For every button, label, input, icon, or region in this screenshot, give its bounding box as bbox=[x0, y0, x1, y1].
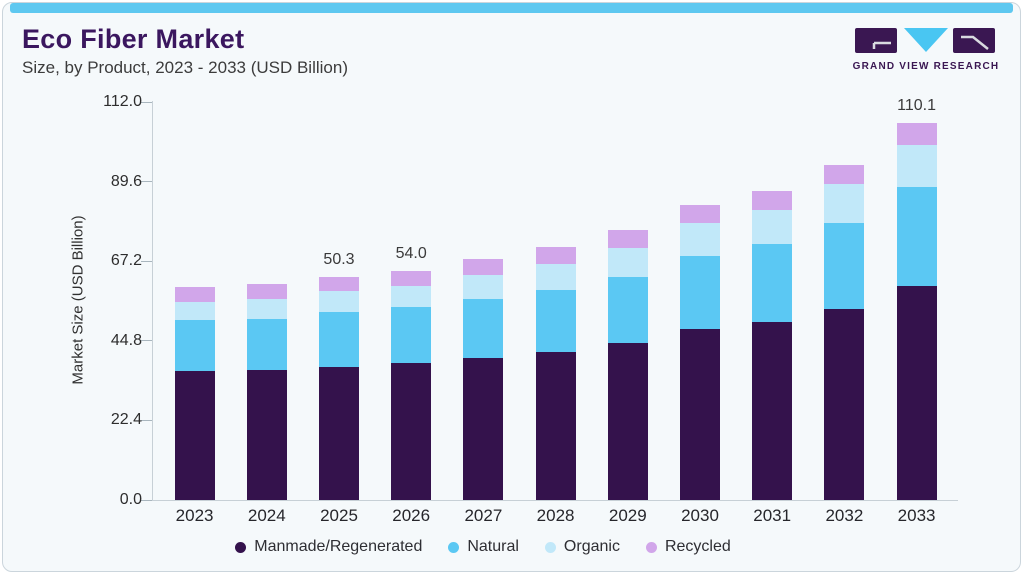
bar-segment bbox=[319, 366, 359, 500]
y-tick-label: 0.0 bbox=[119, 491, 142, 508]
bar-segment bbox=[535, 263, 576, 291]
y-axis-title: Market Size (USD Billion) bbox=[69, 215, 87, 385]
legend-item: Recycled bbox=[645, 538, 731, 556]
bar-segment bbox=[824, 164, 865, 185]
legend-item: Natural bbox=[448, 538, 519, 556]
x-axis-line bbox=[144, 500, 958, 501]
bar-segment bbox=[752, 210, 793, 245]
bar-segment bbox=[174, 302, 215, 320]
bar-segment bbox=[896, 187, 937, 286]
bar-segment bbox=[752, 190, 793, 211]
logo-r-glyph-icon bbox=[961, 35, 989, 50]
bar-segment bbox=[535, 290, 576, 352]
y-tick-mark bbox=[141, 419, 152, 421]
bar-segment bbox=[535, 246, 576, 264]
bar-segment bbox=[824, 223, 865, 310]
legend-item: Manmade/Regenerated bbox=[235, 538, 422, 556]
bar-segment bbox=[246, 369, 287, 500]
bar-segment bbox=[680, 255, 720, 330]
legend-swatch-icon bbox=[235, 541, 247, 553]
bar-segment bbox=[896, 122, 937, 145]
y-tick-label: 67.2 bbox=[110, 252, 142, 270]
x-tick-label: 2024 bbox=[247, 506, 286, 525]
page-subtitle: Size, by Product, 2023 - 2033 (USD Billi… bbox=[22, 58, 348, 77]
x-tick-label: 2033 bbox=[897, 506, 936, 525]
bar-segment bbox=[246, 284, 287, 299]
bar-value-label: 110.1 bbox=[897, 96, 937, 114]
legend-label: Manmade/Regenerated bbox=[254, 538, 423, 555]
bar-segment bbox=[391, 362, 432, 500]
x-tick-label: 2025 bbox=[320, 506, 358, 525]
bar-segment bbox=[680, 223, 720, 256]
bar-segment bbox=[607, 343, 648, 500]
bar-segment bbox=[463, 358, 504, 500]
bar-segment bbox=[391, 307, 432, 363]
bar-segment bbox=[174, 371, 215, 500]
bar-segment bbox=[607, 276, 648, 344]
y-axis-line bbox=[152, 101, 153, 501]
bar-value-label: 54.0 bbox=[395, 244, 427, 262]
x-tick-label: 2030 bbox=[681, 506, 719, 525]
page-title: Eco Fiber Market bbox=[22, 24, 245, 54]
top-strip bbox=[10, 3, 1013, 13]
legend-label: Recycled bbox=[664, 538, 731, 555]
bar-segment bbox=[896, 285, 937, 500]
bar-segment bbox=[752, 321, 793, 500]
bar-segment bbox=[319, 290, 359, 313]
bar-segment bbox=[246, 298, 287, 320]
bar-segment bbox=[752, 244, 793, 322]
bar-segment bbox=[463, 275, 504, 300]
y-tick-mark bbox=[141, 101, 152, 103]
legend-swatch-icon bbox=[448, 541, 460, 553]
x-tick-label: 2029 bbox=[608, 506, 647, 525]
bar-segment bbox=[319, 312, 359, 367]
legend-label: Organic bbox=[563, 538, 620, 555]
legend-label: Natural bbox=[467, 538, 519, 555]
bar-segment bbox=[463, 299, 504, 359]
x-tick-label: 2027 bbox=[464, 506, 503, 525]
y-tick-label: 44.8 bbox=[110, 331, 142, 349]
bar-segment bbox=[174, 319, 215, 371]
x-tick-label: 2023 bbox=[175, 506, 214, 525]
y-tick-mark bbox=[141, 260, 152, 262]
legend-item: Organic bbox=[544, 538, 620, 556]
legend-swatch-icon bbox=[544, 541, 556, 553]
logo-r-block bbox=[953, 28, 995, 53]
bar-segment bbox=[174, 287, 215, 303]
logo-triangle-icon bbox=[904, 28, 948, 52]
bar-segment bbox=[607, 230, 648, 249]
grand-view-research-logo: GRAND VIEW RESEARCH bbox=[853, 27, 999, 73]
y-tick-label: 89.6 bbox=[110, 172, 142, 190]
legend-swatch-icon bbox=[645, 541, 657, 553]
bar-segment bbox=[391, 285, 432, 308]
bar-segment bbox=[680, 205, 720, 224]
x-tick-label: 2032 bbox=[825, 506, 864, 525]
y-tick-mark bbox=[141, 181, 152, 183]
bar-segment bbox=[463, 258, 504, 276]
x-tick-label: 2028 bbox=[536, 506, 575, 525]
bar-segment bbox=[319, 276, 359, 291]
logo-text: GRAND VIEW RESEARCH bbox=[852, 61, 1000, 72]
bar-segment bbox=[824, 309, 865, 500]
bar-segment bbox=[535, 351, 576, 500]
x-tick-label: 2026 bbox=[392, 506, 431, 525]
logo-g-block bbox=[855, 28, 897, 53]
logo-g-glyph-icon bbox=[872, 41, 891, 49]
bar-segment bbox=[896, 144, 937, 188]
bar-value-label: 50.3 bbox=[323, 250, 355, 268]
bar-segment bbox=[824, 184, 865, 224]
x-tick-label: 2031 bbox=[753, 506, 792, 525]
bar-segment bbox=[607, 248, 648, 277]
bar-segment bbox=[246, 319, 287, 370]
y-tick-label: 22.4 bbox=[110, 411, 142, 429]
bar-segment bbox=[680, 329, 720, 500]
legend: Manmade/Regenerated Natural Organic Recycle… bbox=[0, 536, 966, 558]
bar-segment bbox=[391, 270, 432, 286]
y-tick-mark bbox=[141, 499, 152, 501]
y-tick-mark bbox=[141, 340, 152, 342]
y-tick-label: 112.0 bbox=[103, 93, 142, 110]
